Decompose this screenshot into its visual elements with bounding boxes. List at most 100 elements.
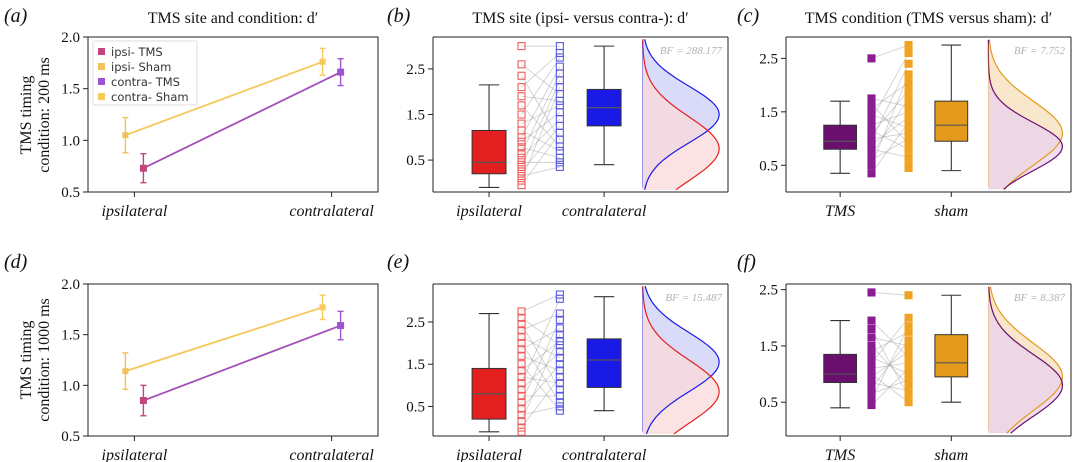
- x-category-label: contralateral: [562, 447, 647, 462]
- data-point-right: [555, 385, 564, 394]
- bayes-factor-label: BF = 7.752: [1014, 45, 1066, 57]
- data-point-left: [517, 313, 526, 322]
- paired-line: [871, 351, 909, 378]
- data-point-right: [904, 94, 913, 103]
- paired-line: [521, 86, 561, 181]
- data-point-left: [517, 162, 526, 171]
- paired-line: [521, 105, 561, 147]
- data-point-left: [517, 181, 526, 190]
- paired-line: [871, 320, 909, 358]
- data-point-left: [517, 60, 526, 69]
- data-point-right: [555, 360, 564, 369]
- data-point-left: [867, 333, 876, 342]
- paired-line: [521, 342, 561, 403]
- paired-line: [871, 90, 909, 135]
- paired-line: [521, 66, 561, 138]
- paired-line: [871, 379, 909, 395]
- data-point-left: [517, 410, 526, 419]
- data-point-right: [555, 402, 564, 411]
- data-point-right: [555, 96, 564, 105]
- data-point-left: [517, 83, 526, 92]
- data-point-tms: [337, 68, 345, 76]
- data-point-left: [517, 385, 526, 394]
- data-point-left: [867, 169, 876, 178]
- data-point-right: [555, 379, 564, 388]
- paired-line: [521, 376, 561, 428]
- data-point-left: [867, 400, 876, 410]
- ylabel-bottom-line: condition: 1000 ms: [36, 298, 53, 422]
- y-tick-label: 1.5: [759, 105, 778, 121]
- y-tick-label: 2.5: [406, 62, 425, 78]
- data-point-right: [904, 48, 913, 58]
- density-curve-right: [644, 39, 720, 190]
- data-point-tms: [337, 322, 345, 330]
- series-line-sham: [125, 306, 323, 373]
- data-point-left: [517, 404, 526, 413]
- data-point-left: [517, 133, 526, 142]
- x-category-label: TMS: [825, 447, 855, 462]
- data-point-left: [517, 307, 526, 316]
- density-curve-left: [642, 39, 720, 191]
- paired-line: [871, 148, 909, 158]
- paired-line: [521, 406, 560, 416]
- data-point-left: [517, 332, 526, 341]
- panel-title-c: TMS condition (TMS versus sham): d′: [805, 10, 1053, 27]
- x-category-label: ipsilateral: [456, 203, 522, 220]
- legend-swatch: [98, 93, 105, 100]
- y-tick-label: 2.0: [61, 277, 80, 293]
- paired-line: [871, 52, 909, 121]
- paired-line: [521, 111, 561, 143]
- data-point-left: [517, 366, 526, 375]
- data-point-right: [904, 145, 913, 154]
- data-point-left: [517, 149, 526, 158]
- panel-letter-f: (f): [737, 251, 756, 273]
- data-point-right: [904, 86, 913, 95]
- x-category-label: ipsilateral: [102, 447, 168, 462]
- data-point-right: [555, 330, 564, 339]
- data-point-right: [555, 347, 564, 356]
- data-point-left: [517, 171, 526, 181]
- paired-line: [871, 326, 909, 400]
- density-curve-right: [644, 285, 720, 435]
- data-point-left: [517, 391, 526, 400]
- legend-swatch: [98, 63, 105, 70]
- paired-line: [871, 317, 909, 364]
- data-point-left: [517, 427, 526, 436]
- legend-box: [92, 40, 198, 106]
- density-fill-left: [642, 39, 720, 190]
- paired-line: [521, 130, 561, 152]
- data-point-left: [867, 316, 876, 325]
- data-point-left: [517, 398, 526, 407]
- y-tick-label: 1.0: [61, 133, 80, 149]
- paired-line: [521, 132, 561, 186]
- panel-title-b: TMS site (ipsi- versus contra-): d′: [472, 10, 688, 27]
- paired-line: [521, 336, 561, 359]
- legend-swatch: [98, 78, 105, 85]
- y-tick-label: 0.5: [61, 429, 80, 445]
- bayes-factor-label: BF = 8.387: [1014, 292, 1066, 304]
- paired-line: [521, 313, 561, 331]
- paired-line: [521, 334, 561, 422]
- paired-line: [871, 328, 909, 397]
- data-point-left: [517, 417, 526, 426]
- data-point-right: [555, 398, 564, 407]
- x-category-label: TMS: [825, 203, 855, 220]
- bayes-factor-label: BF = 15.487: [665, 292, 722, 304]
- x-category-label: ipsilateral: [456, 447, 522, 462]
- data-point-right: [904, 313, 913, 322]
- y-tick-label: 0.5: [61, 185, 80, 201]
- paired-line: [521, 80, 561, 168]
- paired-line: [871, 98, 909, 107]
- data-point-left: [517, 320, 526, 329]
- data-point-left: [867, 161, 876, 170]
- data-point-right: [555, 366, 564, 375]
- legend-entry: ipsi- Sham: [111, 60, 171, 74]
- y-tick-label: 1.5: [61, 328, 80, 344]
- y-tick-label: 2.5: [759, 51, 778, 67]
- y-tick-label: 1.5: [61, 82, 80, 98]
- plot-frame-d: [87, 283, 379, 437]
- paired-line: [871, 345, 909, 386]
- y-tick-label: 1.5: [406, 108, 425, 124]
- paired-line: [521, 298, 561, 384]
